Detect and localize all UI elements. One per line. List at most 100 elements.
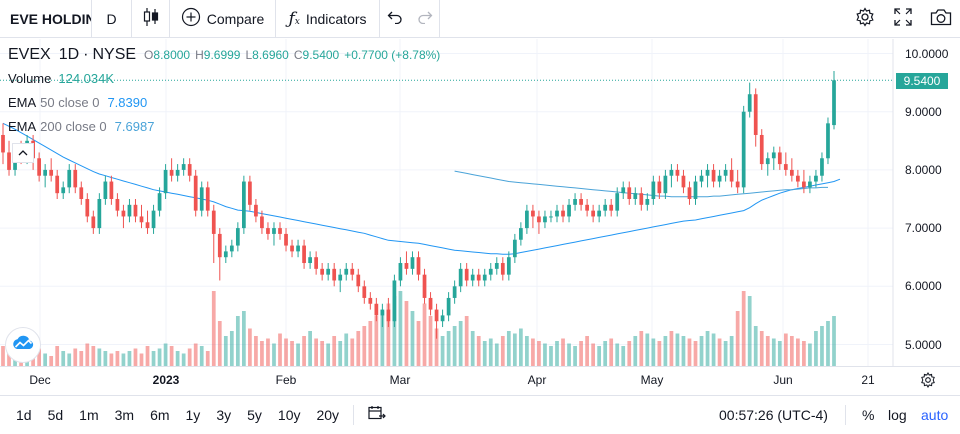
- range-button-1d[interactable]: 1d: [16, 406, 32, 423]
- candle-body: [615, 193, 620, 211]
- candle-body: [193, 175, 198, 211]
- ema50-legend-row[interactable]: EMA 50 close 0 7.8390: [8, 90, 440, 114]
- candle: [302, 239, 306, 269]
- candle: [181, 158, 186, 176]
- candle-body: [555, 210, 559, 217]
- candle-body: [669, 169, 674, 176]
- candle-body: [621, 187, 626, 194]
- range-button-3m[interactable]: 3m: [114, 406, 135, 423]
- redo-button[interactable]: [410, 0, 440, 38]
- candle: [820, 152, 824, 182]
- close-label: C: [293, 48, 303, 62]
- date-range-button[interactable]: [368, 396, 386, 434]
- volume-bar: [422, 303, 427, 366]
- volume-bar: [537, 341, 541, 366]
- range-button-1m[interactable]: 1m: [79, 406, 99, 423]
- tradingview-logo-button[interactable]: [5, 327, 41, 363]
- volume-bar: [254, 336, 258, 366]
- candle: [446, 292, 451, 322]
- volume-bar: [651, 338, 656, 366]
- volume-bar: [675, 333, 680, 366]
- candle: [549, 210, 553, 223]
- candle: [735, 169, 740, 194]
- change-value: +0.7700 (+8.78%): [344, 48, 441, 62]
- candle-body: [826, 123, 830, 159]
- snapshot-button[interactable]: [922, 0, 960, 38]
- candle: [7, 140, 11, 176]
- candle-body: [747, 94, 752, 112]
- undo-button[interactable]: [380, 0, 410, 38]
- volume-bar: [284, 338, 288, 366]
- volume-bar: [482, 341, 487, 366]
- candle-body: [519, 228, 523, 240]
- candle: [356, 268, 361, 293]
- volume-bar: [549, 346, 553, 366]
- candle-body: [434, 309, 439, 322]
- candle-body: [410, 257, 415, 269]
- ema200-legend-row[interactable]: EMA 200 close 0 7.6987: [8, 114, 440, 138]
- indicators-button[interactable]: ƒx Indicators: [276, 0, 380, 38]
- candle: [266, 222, 270, 240]
- candle-body: [97, 199, 102, 229]
- price-axis-label: 10.0000: [905, 46, 949, 61]
- range-button-20y[interactable]: 20y: [316, 406, 340, 423]
- candles-icon: [142, 7, 160, 30]
- log-toggle[interactable]: log: [888, 406, 907, 423]
- chart-type-button[interactable]: [132, 0, 170, 38]
- candle-body: [272, 228, 276, 234]
- volume-bar: [657, 341, 662, 366]
- candle-body: [741, 111, 746, 188]
- auto-toggle[interactable]: auto: [921, 406, 949, 423]
- candle: [169, 158, 174, 182]
- candle: [681, 169, 686, 194]
- candle-body: [404, 263, 409, 269]
- interval-button[interactable]: D: [92, 0, 132, 38]
- interval-label: D: [106, 10, 117, 27]
- volume-bars: [1, 291, 836, 366]
- volume-legend-label: Volume: [8, 70, 52, 86]
- candle-body: [260, 216, 264, 229]
- axis-settings-button[interactable]: [920, 372, 936, 393]
- volume-bar: [404, 301, 409, 366]
- volume-bar: [278, 333, 282, 366]
- clock-time[interactable]: 00:57:26 (UTC-4): [719, 406, 828, 423]
- candle-body: [765, 158, 770, 165]
- volume-bar: [693, 341, 698, 366]
- candle: [320, 263, 325, 281]
- candle: [205, 181, 210, 217]
- candle-body: [440, 315, 445, 322]
- volume-bar: [573, 346, 577, 366]
- percent-toggle[interactable]: %: [862, 406, 875, 423]
- legend-collapse-button[interactable]: [12, 143, 34, 163]
- candle: [97, 193, 102, 234]
- volume-bar: [193, 343, 198, 366]
- range-button-5y[interactable]: 5y: [247, 406, 262, 423]
- range-button-5d[interactable]: 5d: [47, 406, 64, 423]
- chart-legend: EVEX 1D · NYSE O 8.8000 H 9.6999 L 8.6960 C…: [8, 46, 440, 138]
- settings-button[interactable]: [846, 0, 884, 38]
- volume-bar: [458, 321, 463, 366]
- range-button-3y[interactable]: 3y: [216, 406, 232, 423]
- time-axis-label: Feb: [275, 373, 297, 387]
- range-button-1y[interactable]: 1y: [185, 406, 201, 423]
- candle-body: [181, 164, 186, 170]
- compare-button[interactable]: Compare: [170, 0, 276, 38]
- volume-bar: [320, 341, 325, 366]
- candle: [609, 199, 614, 217]
- candle-body: [43, 169, 48, 176]
- volume-bar: [49, 356, 54, 366]
- range-button-10y[interactable]: 10y: [277, 406, 301, 423]
- range-button-6m[interactable]: 6m: [150, 406, 170, 423]
- candle-body: [296, 245, 300, 252]
- divider: [353, 404, 355, 425]
- volume-legend-row[interactable]: Volume 124.034K: [8, 66, 440, 90]
- fullscreen-button[interactable]: [884, 0, 922, 38]
- candle-body: [458, 268, 463, 287]
- volume-bar: [723, 341, 728, 366]
- volume-bar: [663, 336, 668, 366]
- symbol-search-button[interactable]: EVE HOLDING: [0, 0, 92, 38]
- volume-bar: [217, 321, 222, 366]
- price-chart[interactable]: [0, 39, 960, 367]
- candle-body: [266, 228, 270, 234]
- candle: [777, 146, 782, 170]
